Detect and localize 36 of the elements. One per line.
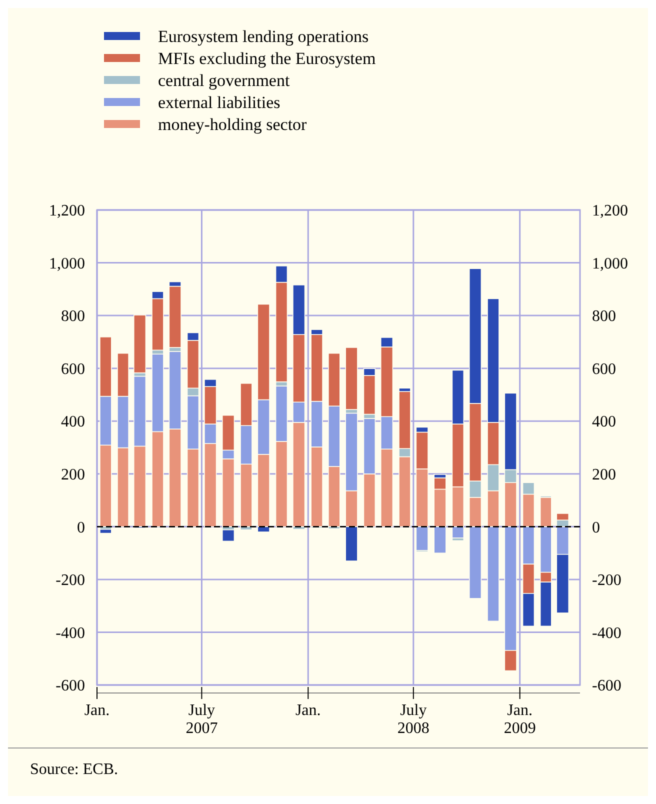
y-tick-label: 600: [61, 360, 85, 378]
x-tick-label: Jan. 2009: [504, 702, 536, 737]
y-tick-label: 800: [61, 308, 85, 326]
x-tick-label: Jan.: [84, 702, 110, 719]
y2-tick-label: 1,000: [592, 255, 628, 272]
y-tick-label: -200: [56, 572, 85, 590]
y2-tick-label: -200: [592, 572, 622, 590]
legend-label: external liabilities: [158, 92, 280, 112]
y2-tick-label: -600: [592, 678, 622, 695]
bar: [345, 347, 358, 410]
x-tick-label: July 2007: [186, 702, 218, 737]
legend-label: MFIs excluding the Eurosystem: [158, 48, 376, 68]
y2-tick-label: 1,200: [592, 202, 628, 220]
y-tick-label: 1,000: [49, 255, 85, 272]
y-tick-label: -600: [56, 678, 85, 695]
y-tick-label: -400: [56, 624, 85, 642]
x-tick-label: Jan.: [295, 702, 321, 719]
bar: [133, 314, 146, 374]
y-tick-label: 200: [61, 466, 85, 484]
bar: [168, 286, 182, 348]
legend-label: central government: [158, 70, 290, 90]
y2-tick-label: -400: [592, 624, 622, 642]
bar: [100, 528, 112, 534]
y2-tick-label: 400: [592, 414, 616, 431]
y-tick-label: 1,200: [49, 202, 85, 220]
y2-tick-label: 600: [592, 360, 616, 378]
legend-label: money-holding sector: [158, 114, 308, 134]
y-tick-label: 0: [77, 519, 85, 536]
y2-tick-label: 200: [592, 466, 616, 484]
y2-tick-label: 800: [592, 308, 616, 326]
source-note: Source: ECB.: [30, 761, 118, 778]
x-tick-label: July 2008: [397, 702, 430, 737]
legend-label: Eurosystem lending operations: [158, 26, 369, 46]
y-tick-label: 400: [61, 414, 85, 431]
bar: [222, 529, 235, 542]
y2-tick-label: 0: [592, 519, 600, 536]
